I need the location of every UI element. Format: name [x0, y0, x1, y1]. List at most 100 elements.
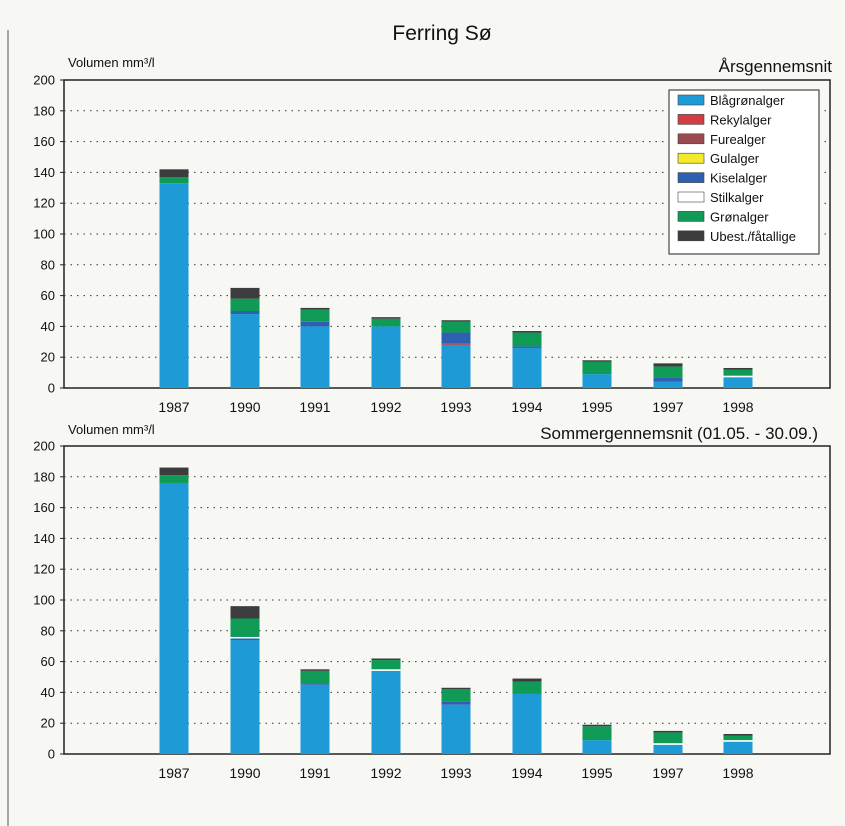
x-tick-label: 1987 [158, 399, 189, 415]
bar-segment-kiselalger-1993 [441, 701, 471, 705]
y-tick-label: 20 [41, 716, 55, 731]
bar-segment-ubest-fa-tallige-1992 [371, 658, 401, 661]
x-tick-label: 1997 [652, 765, 683, 781]
bar-segment-stilkalger-1992 [371, 669, 401, 671]
x-tick-label: 1998 [722, 399, 753, 415]
y-tick-label: 80 [41, 257, 55, 272]
legend-swatch-bla-gr-nalger [677, 94, 705, 106]
legend-swatch-furealger [677, 133, 705, 145]
bar-segment-ubest-fa-tallige-1997 [653, 363, 683, 367]
bars [159, 169, 753, 388]
legend-label-stilkalger: Stilkalger [710, 190, 764, 205]
x-tick-label: 1994 [511, 765, 542, 781]
legend-label-gulalger: Gulalger [710, 151, 760, 166]
bar-segment-bla-gr-nalger-1994 [512, 347, 542, 388]
legend-label-bla-gr-nalger: Blågrønalger [710, 93, 785, 108]
x-tick-labels: 1987 1990 1991 1992 1993 1994 1995 1997 1998 [158, 399, 753, 415]
y-tick-label: 40 [41, 685, 55, 700]
bar-segment-bla-gr-nalger-1997 [653, 744, 683, 754]
x-tick-labels: 1987 1990 1991 1992 1993 1994 1995 1997 1998 [158, 765, 753, 781]
bar-segment-furealger-1993 [441, 343, 471, 345]
bar-segment-stilkalger-1998 [723, 740, 753, 742]
y-tick-label: 0 [48, 381, 55, 396]
figure-title: Ferring Sø [392, 22, 491, 45]
bar-segment-bla-gr-nalger-1990 [230, 640, 260, 754]
bar-segment-ubest-fa-tallige-1987 [159, 169, 189, 178]
bar-segment-bla-gr-nalger-1998 [723, 377, 753, 388]
bar-segment-gr-nalger-1992 [371, 318, 401, 327]
bar-segment-ubest-fa-tallige-1993 [441, 320, 471, 322]
bar-segment-bla-gr-nalger-1995 [582, 374, 612, 388]
y-tick-label: 60 [41, 288, 55, 303]
legend-swatch-gulalger [677, 152, 705, 164]
x-tick-label: 1991 [299, 399, 330, 415]
y-tick-label: 80 [41, 623, 55, 638]
y-tick-label: 140 [33, 531, 55, 546]
bar-segment-kiselalger-1990 [230, 311, 260, 315]
x-tick-label: 1987 [158, 765, 189, 781]
bar-segment-gr-nalger-1987 [159, 475, 189, 483]
x-tick-label: 1992 [370, 399, 401, 415]
bar-segment-gr-nalger-1997 [653, 366, 683, 378]
bar-segment-gr-nalger-1994 [512, 332, 542, 347]
y-tick-label: 180 [33, 103, 55, 118]
chart-subtitle: Sommergennemsnit (01.05. - 30.09.) [540, 424, 818, 443]
legend-swatch-ubest-fa-tallige [677, 230, 705, 242]
bar-segment-ubest-fa-tallige-1993 [441, 687, 471, 690]
legend: Blågrønalger Rekylalger Furealger Gulalger K… [668, 89, 820, 255]
bar-segment-ubest-fa-tallige-1987 [159, 467, 189, 476]
bar-segment-ubest-fa-tallige-1995 [582, 724, 612, 727]
y-tick-labels: 0 20 40 60 80 100 120 140 160 180 200 [33, 439, 64, 762]
bar-segment-bla-gr-nalger-1993 [441, 704, 471, 754]
bar-segment-gr-nalger-1998 [723, 735, 753, 741]
x-tick-label: 1993 [440, 765, 471, 781]
y-tick-label: 200 [33, 73, 55, 88]
bar-segment-gr-nalger-1992 [371, 660, 401, 670]
y-tick-label: 60 [41, 654, 55, 669]
bar-segment-bla-gr-nalger-1992 [371, 326, 401, 388]
y-tick-labels: 0 20 40 60 80 100 120 140 160 180 200 [33, 73, 64, 396]
bar-segment-ubest-fa-tallige-1994 [512, 678, 542, 682]
bar-segment-gr-nalger-1994 [512, 681, 542, 694]
bar-segment-ubest-fa-tallige-1990 [230, 287, 260, 299]
chart-panel-annual: Volumen mm³/l Årsgennemsnit 0 20 40 60 80 100… [33, 55, 832, 415]
legend-swatch-kiselalger [677, 172, 705, 183]
y-tick-label: 140 [33, 165, 55, 180]
legend-label-ubest-fa-tallige: Ubest./fåtallige [710, 229, 796, 244]
chart-subtitle: Årsgennemsnit [719, 57, 833, 76]
legend-label-kiselalger: Kiselalger [710, 171, 768, 186]
legend-swatch-gr-nalger [677, 211, 705, 222]
y-axis-label: Volumen mm³/l [68, 422, 155, 437]
y-tick-label: 120 [33, 196, 55, 211]
bar-segment-ubest-fa-tallige-1994 [512, 331, 542, 333]
bar-segment-stilkalger-1997 [653, 743, 683, 745]
x-tick-label: 1992 [370, 765, 401, 781]
y-tick-label: 120 [33, 562, 55, 577]
bar-segment-gr-nalger-1991 [300, 309, 330, 322]
bar-segment-gr-nalger-1995 [582, 361, 612, 375]
bar-segment-bla-gr-nalger-1987 [159, 183, 189, 388]
bar-segment-bla-gr-nalger-1994 [512, 693, 542, 754]
bar-segment-ubest-fa-tallige-1991 [300, 307, 330, 310]
gridlines [64, 476, 830, 724]
bar-segment-gr-nalger-1990 [230, 618, 260, 637]
bar-segment-gr-nalger-1998 [723, 369, 753, 376]
legend-label-furealger: Furealger [710, 132, 766, 147]
bars [159, 467, 753, 754]
x-tick-label: 1995 [581, 399, 612, 415]
y-tick-label: 20 [41, 350, 55, 365]
bar-segment-bla-gr-nalger-1991 [300, 326, 330, 388]
bar-segment-bla-gr-nalger-1987 [159, 482, 189, 754]
bar-segment-kiselalger-1991 [300, 321, 330, 327]
bar-segment-bla-gr-nalger-1995 [582, 740, 612, 754]
y-tick-label: 40 [41, 319, 55, 334]
y-tick-label: 100 [33, 227, 55, 242]
bar-segment-ubest-fa-tallige-1998 [723, 733, 753, 736]
legend-swatch-stilkalger [677, 191, 705, 203]
bar-segment-bla-gr-nalger-1993 [441, 344, 471, 388]
x-tick-label: 1994 [511, 399, 542, 415]
bar-segment-ubest-fa-tallige-1997 [653, 730, 683, 733]
x-tick-label: 1997 [652, 399, 683, 415]
bar-segment-ubest-fa-tallige-1995 [582, 360, 612, 362]
